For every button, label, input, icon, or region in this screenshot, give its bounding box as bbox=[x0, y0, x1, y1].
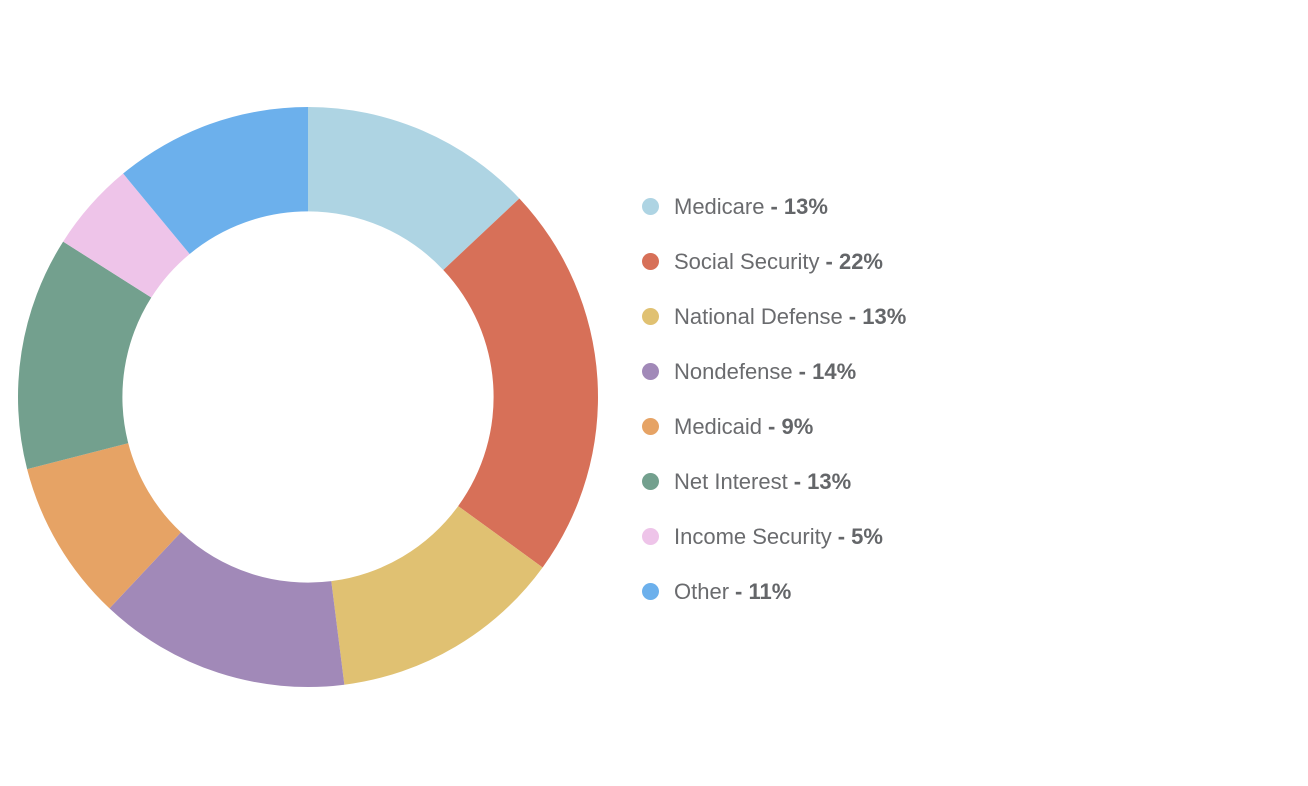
legend-label: Nondefense bbox=[674, 359, 793, 384]
legend-swatch-icon bbox=[642, 363, 659, 380]
legend-value: - 9% bbox=[768, 414, 814, 439]
legend-label: Other bbox=[674, 579, 730, 604]
slice-income-security[interactable] bbox=[63, 173, 190, 298]
legend-item-medicare[interactable]: Medicare - 13% bbox=[642, 193, 906, 220]
legend-item-social-security[interactable]: Social Security - 22% bbox=[642, 248, 906, 275]
legend-value: - 5% bbox=[837, 524, 883, 549]
legend-swatch-icon bbox=[642, 253, 659, 270]
legend-value: - 13% bbox=[770, 194, 828, 219]
legend-swatch-icon bbox=[642, 473, 659, 490]
legend-item-nondefense[interactable]: Nondefense - 14% bbox=[642, 358, 906, 385]
legend-value: - 11% bbox=[735, 579, 792, 604]
slice-medicaid[interactable] bbox=[27, 443, 181, 609]
legend-item-income-security[interactable]: Income Security - 5% bbox=[642, 523, 906, 550]
legend-value: - 13% bbox=[793, 469, 852, 494]
legend-value: - 13% bbox=[848, 304, 907, 329]
legend-item-net-interest[interactable]: Net Interest - 13% bbox=[642, 468, 906, 495]
legend-label: Income Security bbox=[674, 524, 832, 549]
slice-nondefense[interactable] bbox=[109, 532, 345, 687]
legend-item-medicaid[interactable]: Medicaid - 9% bbox=[642, 413, 906, 440]
legend-value: - 14% bbox=[798, 359, 857, 384]
legend-swatch-icon bbox=[642, 308, 659, 325]
legend-value: - 22% bbox=[825, 249, 883, 274]
slice-national-defense[interactable] bbox=[331, 506, 543, 685]
legend-swatch-icon bbox=[642, 528, 659, 545]
legend-item-national-defense[interactable]: National Defense - 13% bbox=[642, 303, 906, 330]
legend-item-other[interactable]: Other - 11% bbox=[642, 578, 906, 605]
legend-label: National Defense bbox=[674, 304, 843, 329]
slice-net-interest[interactable] bbox=[17, 241, 152, 470]
slice-other[interactable] bbox=[123, 107, 309, 254]
legend-swatch-icon bbox=[642, 418, 659, 435]
legend-label: Medicaid bbox=[674, 414, 763, 439]
slice-medicare[interactable] bbox=[308, 107, 520, 270]
legend-label: Social Security bbox=[674, 249, 820, 274]
legend-label: Net Interest bbox=[674, 469, 788, 494]
legend-swatch-icon bbox=[642, 198, 659, 215]
slice-social-security[interactable] bbox=[443, 198, 598, 568]
chart-legend: Medicare - 13% Social Security - 22% Natio… bbox=[642, 193, 906, 605]
legend-label: Medicare bbox=[674, 194, 765, 219]
legend-swatch-icon bbox=[642, 583, 659, 600]
